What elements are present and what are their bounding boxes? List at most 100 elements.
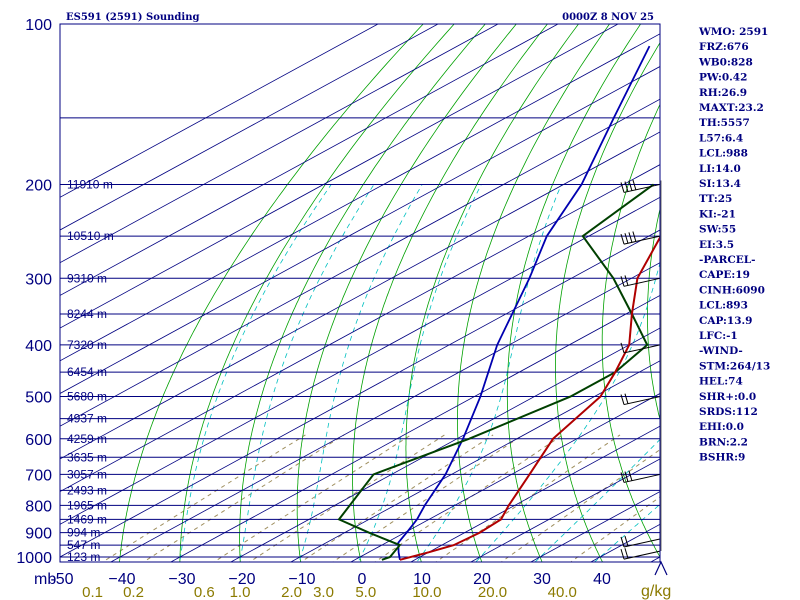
height-label: 3057 m [67,467,107,481]
temperature-tick-label: 30 [533,571,551,588]
isotherm [60,66,660,394]
index-item: EI:3.5 [699,239,734,251]
index-item: LFC:-1 [699,330,738,342]
mixing-ratio-unit-label: g/kg [641,583,671,600]
wind-barb-staff [623,235,661,245]
index-item: SW:55 [699,224,736,236]
mixing-ratio-line [300,434,494,562]
height-label: 8244 m [67,307,107,321]
wind-barb-flag [620,276,625,287]
height-label: 547 m [67,538,100,552]
index-item: CAP:13.9 [699,315,752,327]
dry-adiabat [405,24,579,562]
dewpoint-profile-line [337,183,655,561]
isotherm [60,98,660,427]
index-item: SI:13.4 [699,178,741,190]
isotherm [349,393,660,562]
index-item: SRDS:112 [699,406,758,418]
wind-barb-flag [624,548,629,559]
height-label: 4937 m [67,412,107,426]
dry-adiabat [179,24,455,562]
plot-frame [59,23,661,563]
wind-barb-flag [624,181,629,192]
index-item: -PARCEL- [699,254,755,266]
mixing-ratio-line [142,434,345,562]
temperature-tick-label: 0 [358,571,367,588]
wind-barb-staff [623,277,661,287]
dry-adiabat [457,24,610,562]
moist-adiabat [357,184,482,562]
isotherm [469,458,660,562]
mixing-ratio-tick-label: 40.0 [548,584,577,600]
axis-arrow [654,560,668,576]
pressure-tick-label: 900 [25,526,52,543]
wind-barb-staff [623,344,661,354]
mixing-ratio-line [435,434,621,562]
background-lines [60,24,660,562]
pressure-tick-label: 300 [25,271,52,288]
wind-barb-flag [624,233,629,244]
height-label: 11910 m [67,177,113,191]
index-item: TT:25 [699,193,732,205]
index-item: BSHR:9 [699,452,745,464]
pressure-tick-label: 700 [25,467,52,484]
pressure-tick-label: 400 [25,338,52,355]
temperature-tick-label: -50 [50,571,73,588]
index-item: FRZ:676 [699,41,749,53]
isotherm [60,164,660,493]
index-item: RH:26.9 [699,87,747,99]
parcel-trace-line [397,45,651,560]
wind-barb-staff [623,538,661,548]
index-item: CAPE:19 [699,269,750,281]
index-item: LCL:893 [699,300,748,312]
wind-barb-flag [620,536,625,548]
wind-barb-flag [628,232,633,243]
pressure-unit-label: mb [34,571,56,588]
index-item: PW:0.42 [699,72,747,84]
moist-adiabat [416,184,562,562]
pressure-tick-label: 500 [25,390,52,407]
index-item: TH:5557 [699,117,750,129]
index-item: L57:6.4 [699,132,743,144]
wind-barb-flag [620,394,625,405]
wind-barb-staff [623,473,661,483]
dry-adiabat [352,24,548,562]
mixing-ratio-tick-label: 5.0 [355,584,376,600]
mixing-ratio-line [569,496,660,562]
wind-barb-flag [632,231,637,242]
height-label: 10510 m [67,229,114,243]
wind-barb-flag [620,548,625,560]
index-item: WMO: 2591 [698,26,768,38]
temperature-tick-label: −40 [108,571,135,588]
isotherm [60,24,379,198]
isotherm [169,294,660,562]
height-label: 1469 m [67,512,107,526]
index-item: WB0:828 [698,56,753,68]
isotherm [60,24,619,329]
dry-adiabat [119,24,424,562]
temperature-tick-label: 10 [413,571,431,588]
wind-barb-staff [623,183,661,193]
wind-barb-staff [623,396,661,406]
index-item: -WIND- [699,345,743,357]
isotherm [60,33,660,362]
stability-indices: WMO: 2591 FRZ:676 WB0:828 PW:0.42 RH:26.9 MAX… [698,26,770,464]
mixing-ratio-tick-label: 1.0 [230,584,251,600]
pressure-tick-label: 1000 [16,550,52,567]
isotherm [60,24,499,264]
index-item: CINH:6090 [699,284,765,296]
isotherm [60,131,660,460]
wind-barb-flag [620,342,625,354]
index-item: LCL:988 [699,148,748,160]
height-label: 6454 m [67,365,107,379]
wind-barb-flag [620,182,625,193]
mixing-ratio-tick-label: 10.0 [412,584,441,600]
dry-adiabat [296,24,517,562]
temperature-tick-label: −10 [288,571,315,588]
mixing-ratio-line [374,434,564,562]
pressure-tick-label: 800 [25,498,52,515]
temperature-tick-label: −30 [168,571,195,588]
height-label: 9310 m [67,271,107,285]
wind-barb-flag [628,180,633,191]
mixing-ratio-tick-label: 0.6 [194,584,215,600]
